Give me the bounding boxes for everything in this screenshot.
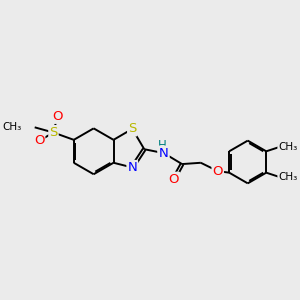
Text: O: O [212,165,223,178]
Text: N: N [128,161,137,174]
Text: CH₃: CH₃ [278,142,298,152]
Text: O: O [34,134,44,147]
Text: N: N [159,147,169,160]
Text: O: O [52,110,63,123]
Text: CH₃: CH₃ [278,172,298,182]
Text: O: O [169,173,179,186]
Text: S: S [49,126,58,139]
Text: H: H [158,139,167,152]
Text: CH₃: CH₃ [2,122,21,132]
Text: S: S [128,122,136,135]
